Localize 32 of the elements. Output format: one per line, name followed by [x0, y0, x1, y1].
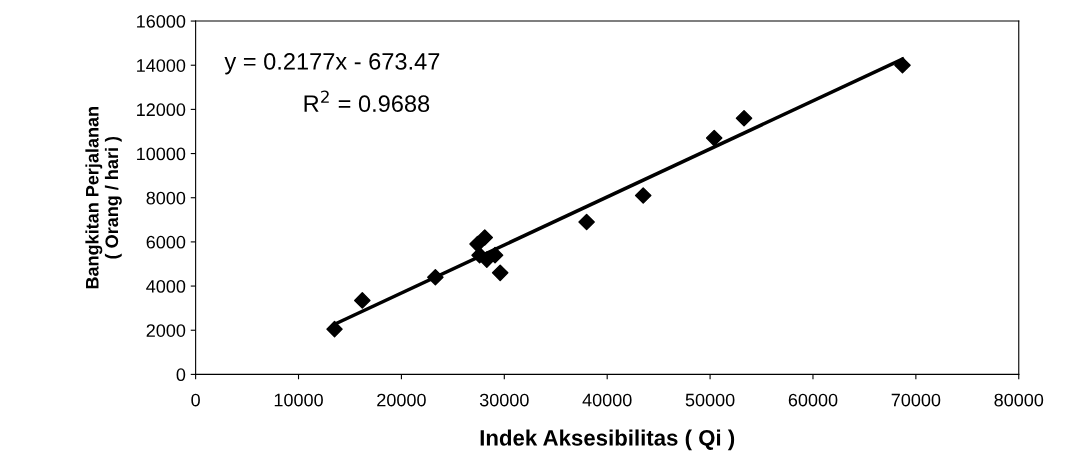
annotation: R$^{2}$ = 0.9688 [304, 90, 430, 113]
y-tick-label: 10000 [137, 147, 186, 161]
x-tick-label: 30000 [479, 393, 529, 407]
point [354, 292, 371, 309]
point [634, 187, 652, 204]
y-tick-label: 0 [176, 368, 186, 382]
y-tick-label: 4000 [146, 280, 186, 293]
point [491, 264, 509, 282]
x-tick-label: 10000 [274, 393, 323, 407]
point [894, 56, 911, 74]
x-tick-label: 0 [191, 393, 200, 407]
x-tick-label: 70000 [891, 393, 941, 407]
x-tick-label: 40000 [582, 393, 632, 407]
point [735, 109, 753, 127]
x-tick-label: 20000 [377, 393, 426, 407]
y-tick-label: 12000 [137, 103, 186, 117]
x-tick-label: 50000 [685, 393, 735, 407]
y-tick-label: 2000 [146, 324, 186, 337]
x-axis-title: Indek Aksesibilitas ( Qi ) [480, 429, 735, 451]
point [705, 129, 723, 147]
point [427, 268, 444, 286]
point [476, 229, 494, 246]
y-tick-label: 14000 [137, 59, 186, 72]
y-axis-title: Bangkitan Perjalanan ( Orang / hari ) [85, 107, 122, 289]
y-tick-label: 8000 [146, 191, 186, 205]
annotation: y = 0.2177x - 673.47 [224, 53, 440, 75]
x-tick-label: 60000 [788, 393, 838, 407]
x-tick-label: 80000 [994, 393, 1044, 407]
point [578, 213, 595, 231]
y-tick-label: 6000 [146, 235, 186, 249]
y-tick-label: 16000 [137, 14, 186, 28]
point [326, 320, 343, 338]
